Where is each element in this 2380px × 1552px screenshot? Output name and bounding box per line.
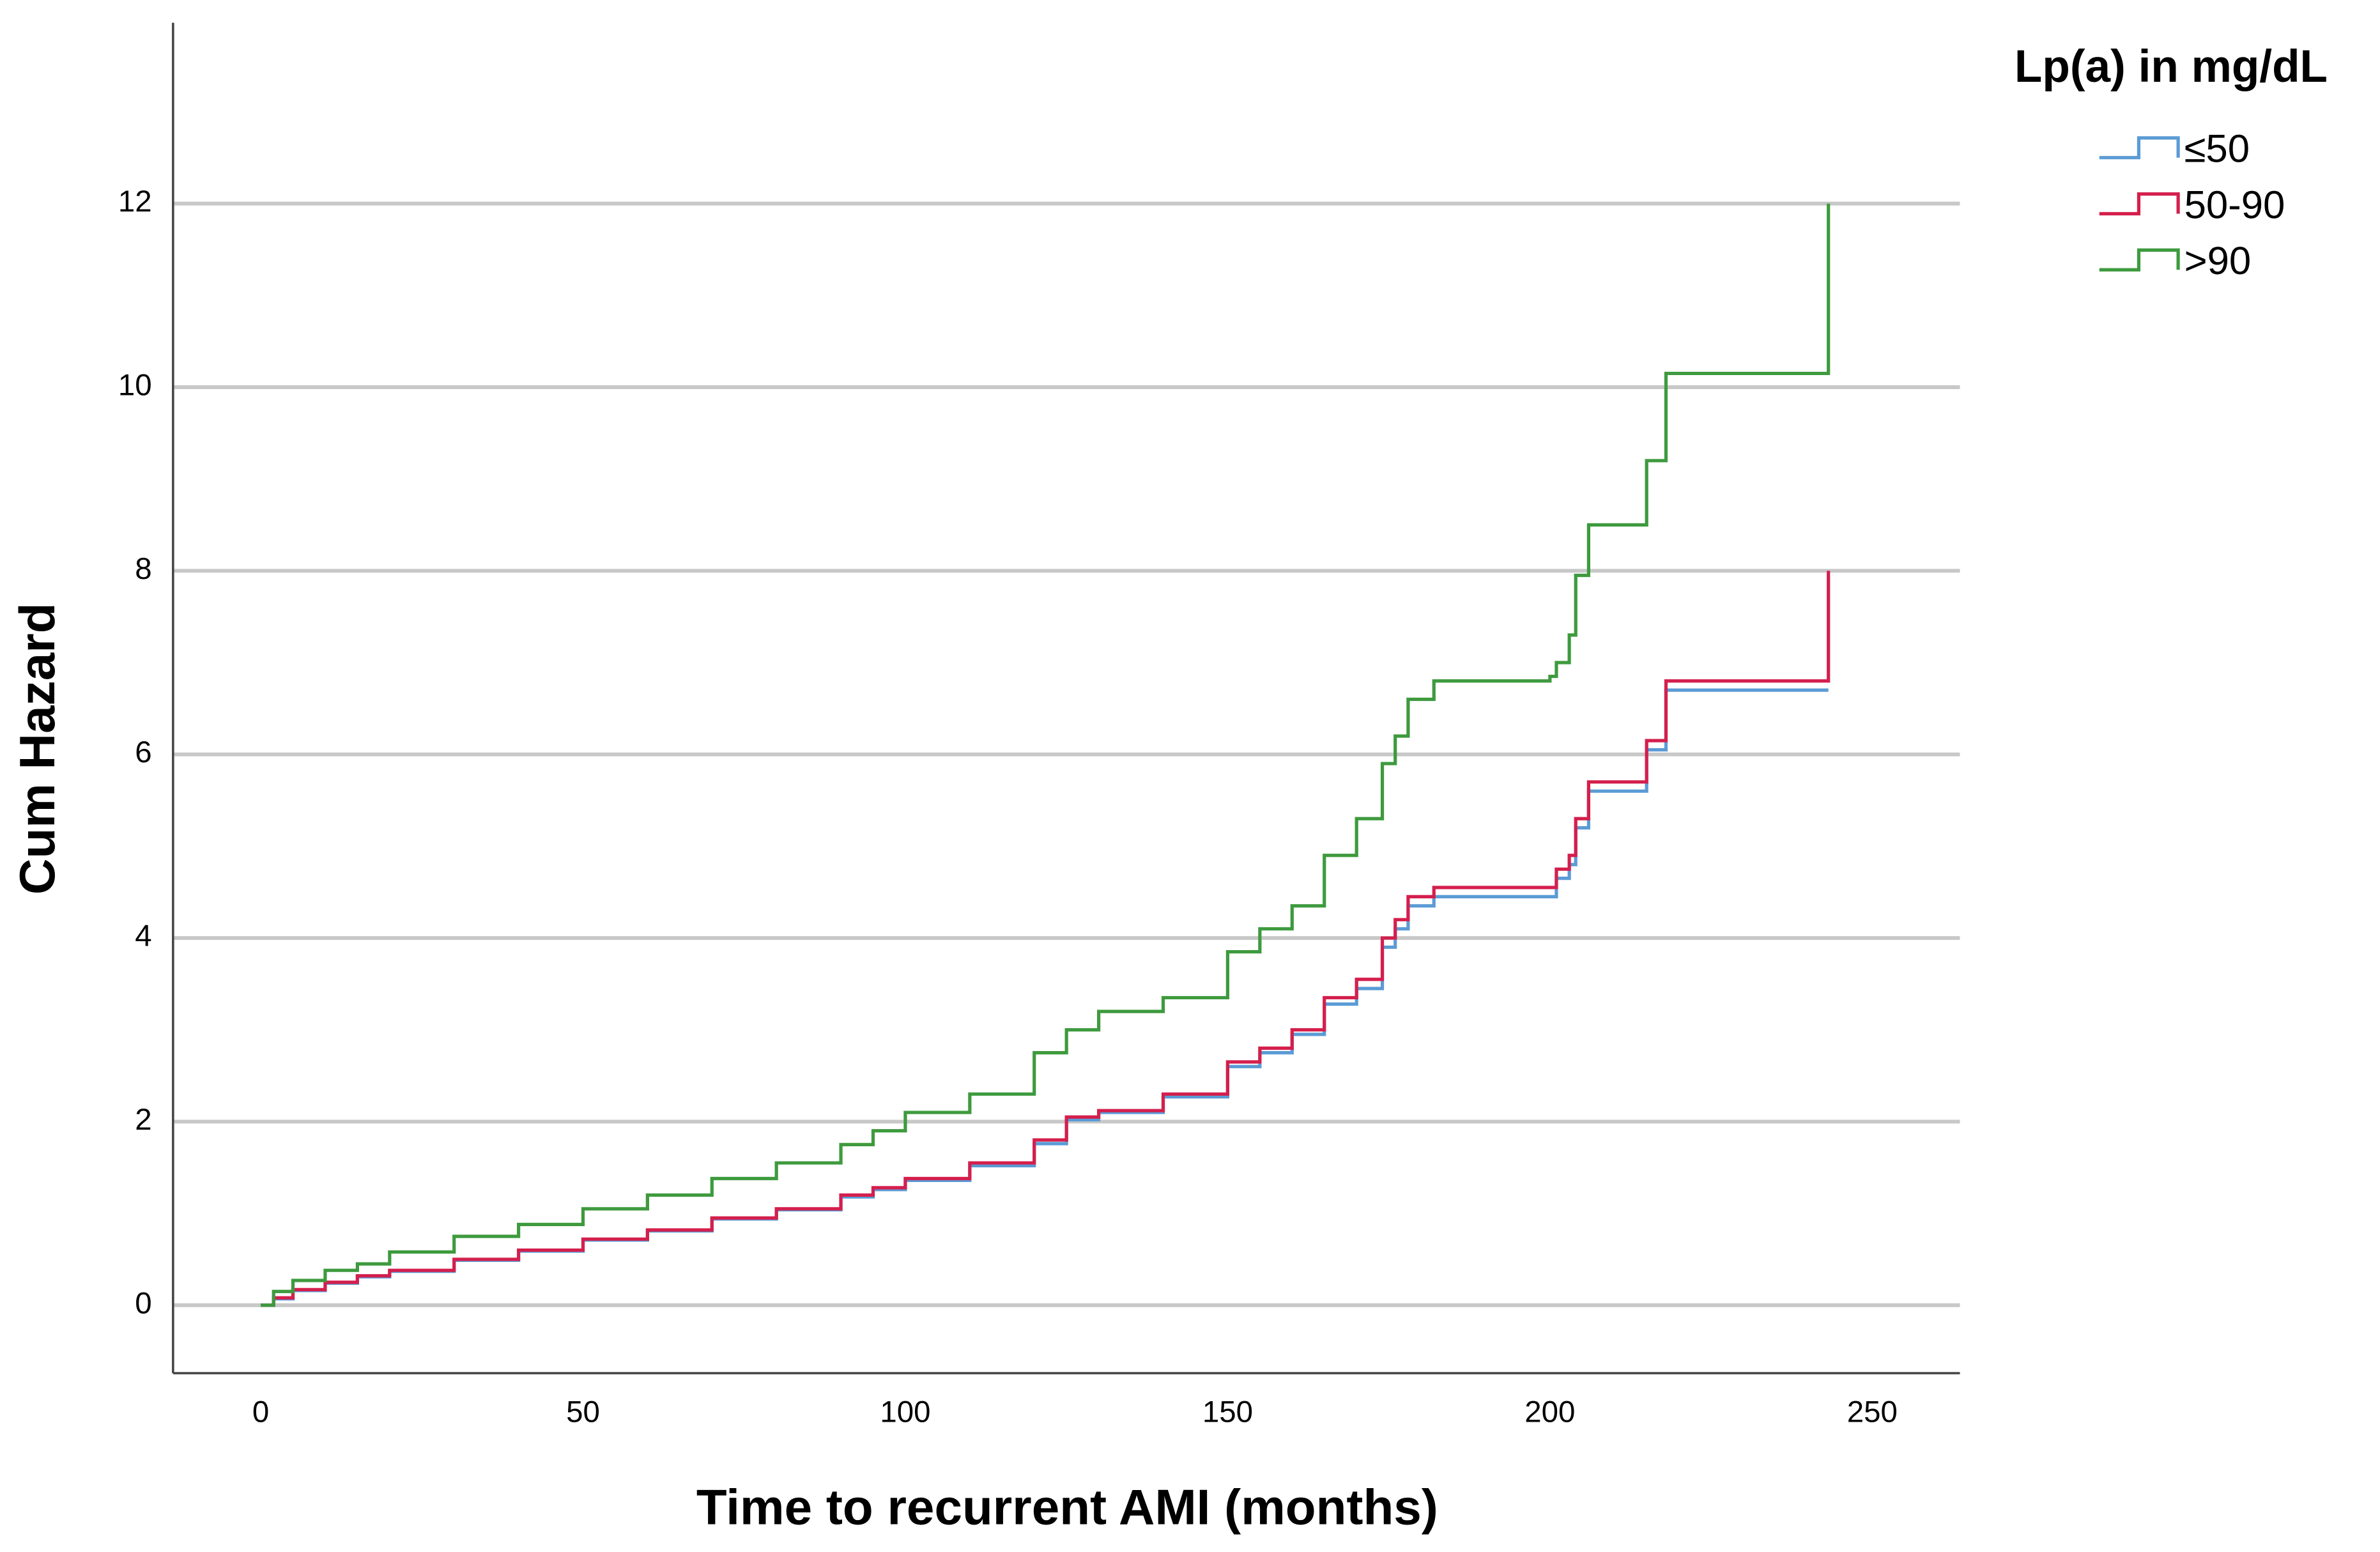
legend-swatch	[2099, 136, 2180, 160]
y-axis-title: Cum Hazard	[9, 603, 65, 895]
x-tick-label: 100	[880, 1395, 930, 1429]
x-axis-title: Time to recurrent AMI (months)	[696, 1479, 1438, 1535]
series-line	[261, 203, 1831, 1307]
legend-label: ≤50	[2184, 127, 2250, 171]
y-tick-label: 0	[135, 1286, 151, 1320]
y-tick-label: 12	[118, 185, 152, 219]
legend-title: Lp(a) in mg/dL	[2015, 42, 2328, 92]
legend-label: 50-90	[2184, 183, 2285, 227]
y-tick-label: 10	[118, 369, 152, 403]
x-tick-label: 200	[1524, 1395, 1575, 1429]
x-tick-label: 50	[566, 1395, 600, 1429]
legend-swatch	[2099, 248, 2180, 272]
legend-label: >90	[2184, 239, 2252, 283]
legend-swatch	[2099, 192, 2180, 216]
y-tick-label: 4	[135, 919, 151, 953]
y-tick-label: 2	[135, 1103, 151, 1137]
x-tick-label: 150	[1202, 1395, 1253, 1429]
x-tick-label: 0	[252, 1395, 269, 1429]
y-tick-label: 6	[135, 735, 151, 769]
series-line	[261, 571, 1831, 1307]
x-tick-label: 250	[1847, 1395, 1898, 1429]
grid	[173, 201, 1960, 1307]
axes: 0 2 4 6 8 10 12 0 50 100 150 200 250	[118, 22, 1960, 1429]
legend: ≤50 50-90 >90	[2099, 127, 2285, 283]
plot-area	[261, 203, 1831, 1307]
y-tick-label: 8	[135, 552, 151, 586]
